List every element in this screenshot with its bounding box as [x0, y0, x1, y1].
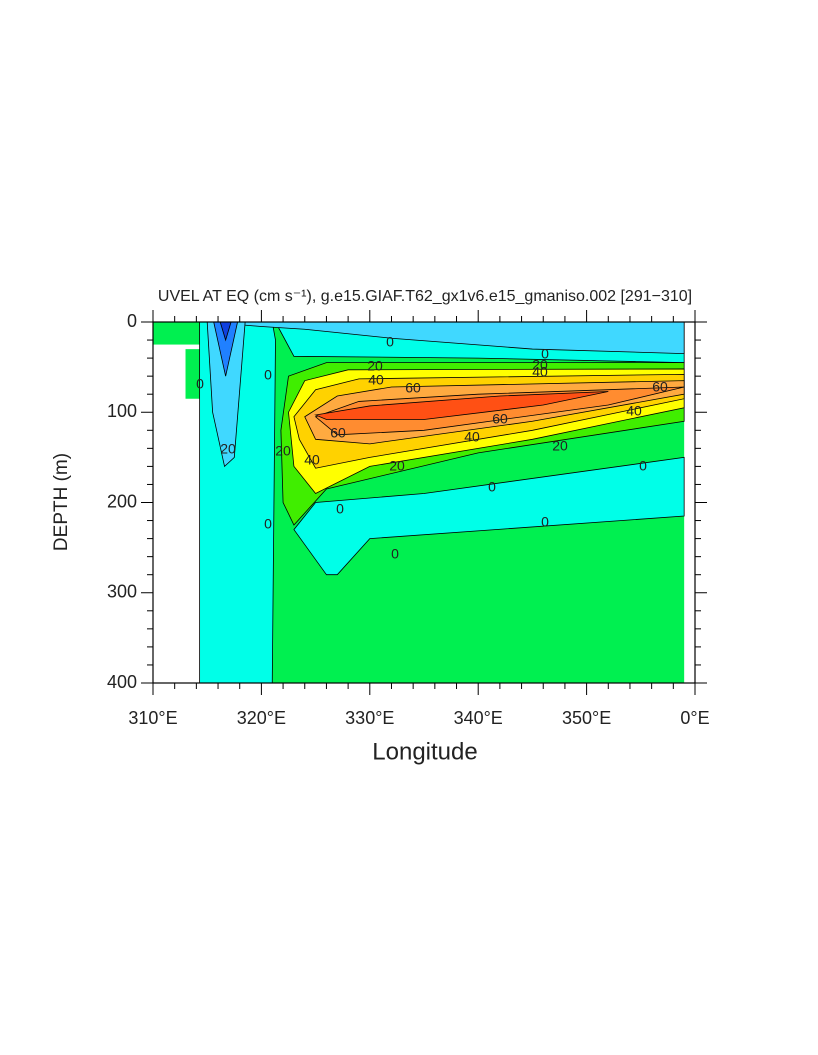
x-tick-label: 320°E	[237, 708, 286, 728]
contour-label: 0	[386, 334, 394, 350]
contour-label: 20	[532, 357, 548, 373]
contour-label: 20	[275, 443, 291, 459]
chart-title: UVEL AT EQ (cm s⁻¹), g.e15.GIAF.T62_gx1v…	[158, 288, 692, 305]
x-tick-label: 350°E	[562, 708, 611, 728]
contour-band	[314, 391, 609, 420]
contour-band	[314, 386, 685, 436]
contour-label: 20	[367, 358, 383, 374]
y-tick-label: 0	[127, 311, 137, 331]
contour-label: 40	[464, 429, 480, 445]
contour-label: 20	[389, 458, 405, 474]
contour-label: 0	[264, 367, 272, 383]
contour-label: 60	[492, 411, 508, 427]
x-tick-label: 0°E	[680, 708, 709, 728]
contour-label: 20	[220, 441, 236, 457]
contour-label: 60	[405, 380, 421, 396]
y-tick-label: 200	[107, 491, 137, 511]
x-axis-label: Longitude	[372, 738, 477, 765]
contour-label: 0	[541, 514, 549, 530]
contour-label: 0	[639, 458, 647, 474]
contour-label: 0	[196, 376, 204, 392]
y-tick-label: 100	[107, 401, 137, 421]
x-tick-label: 330°E	[345, 708, 394, 728]
contour-label: 0	[391, 546, 399, 562]
contour-band	[207, 321, 685, 354]
x-tick-label: 340°E	[454, 708, 503, 728]
contour-label: 40	[626, 403, 642, 419]
y-tick-label: 400	[107, 672, 137, 692]
contour-label: 40	[304, 452, 320, 468]
contour-label: 60	[330, 425, 346, 441]
contour-label: 0	[488, 479, 496, 495]
contour-label: 40	[532, 364, 548, 380]
contour-label: 0	[264, 516, 272, 532]
contour-label: 20	[552, 438, 568, 454]
y-tick-label: 300	[107, 582, 137, 602]
contour-label: 40	[368, 372, 384, 388]
contour-label: 0	[541, 346, 549, 362]
land-mask	[153, 344, 200, 683]
y-axis-label: DEPTH (m)	[51, 453, 72, 551]
contour-label: 60	[652, 379, 668, 395]
contour-label: 0	[336, 501, 344, 517]
x-tick-label: 310°E	[128, 708, 177, 728]
contour-band	[293, 456, 685, 576]
contour-band	[185, 349, 200, 399]
